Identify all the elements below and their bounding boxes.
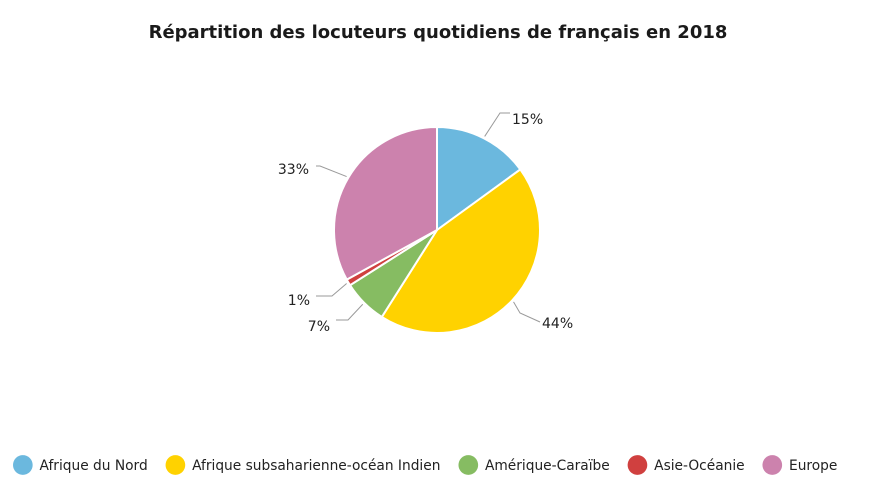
legend-item-asie-oceanie[interactable]: Asie-Océanie [627,455,745,475]
leader-line-afrique-du-nord [484,112,510,137]
label-leaders [316,112,541,323]
legend: Afrique du Nord Afrique subsaharienne-océ… [13,455,837,475]
legend-label: Amérique-Caraïbe [485,458,610,474]
chart-title: Répartition des locuteurs quotidiens de … [149,22,728,43]
data-label-amerique-caraibe: 7% [308,319,330,335]
data-label-afrique-subsaharienne-ocean-indien: 44% [542,316,573,332]
legend-swatch [13,455,33,475]
legend-swatch [458,455,479,475]
data-label-europe: 33% [278,162,309,178]
pie-slices [333,125,541,334]
data-label-afrique-du-nord: 15% [512,112,543,128]
legend-label: Europe [789,458,837,474]
data-label-asie-oceanie: 1% [288,293,310,309]
legend-item-amerique-caraibe[interactable]: Amérique-Caraïbe [458,455,610,475]
pie-slice-europe [333,125,438,281]
leader-line-asie-oceanie [316,283,347,297]
legend-swatch [165,455,186,475]
leader-line-europe [316,165,347,178]
pie-slice-afrique-subsaharienne-ocean-indien [380,168,541,334]
legend-label: Afrique du Nord [40,458,148,474]
legend-item-europe[interactable]: Europe [762,455,837,475]
legend-item-afrique-subsaharienne-ocean-indien[interactable]: Afrique subsaharienne-océan Indien [165,455,441,475]
pie-slice-afrique-du-nord [436,125,522,232]
data-labels: 15% 44% 7% 1% 33% [278,112,573,335]
legend-item-afrique-du-nord[interactable]: Afrique du Nord [13,455,148,475]
legend-label: Asie-Océanie [654,458,744,474]
legend-swatch [762,455,783,475]
legend-label: Afrique subsaharienne-océan Indien [192,458,440,474]
legend-swatch [627,455,648,475]
leader-line-amerique-caraibe [336,303,364,321]
leader-line-afrique-subsaharienne-ocean-indien [513,301,541,323]
